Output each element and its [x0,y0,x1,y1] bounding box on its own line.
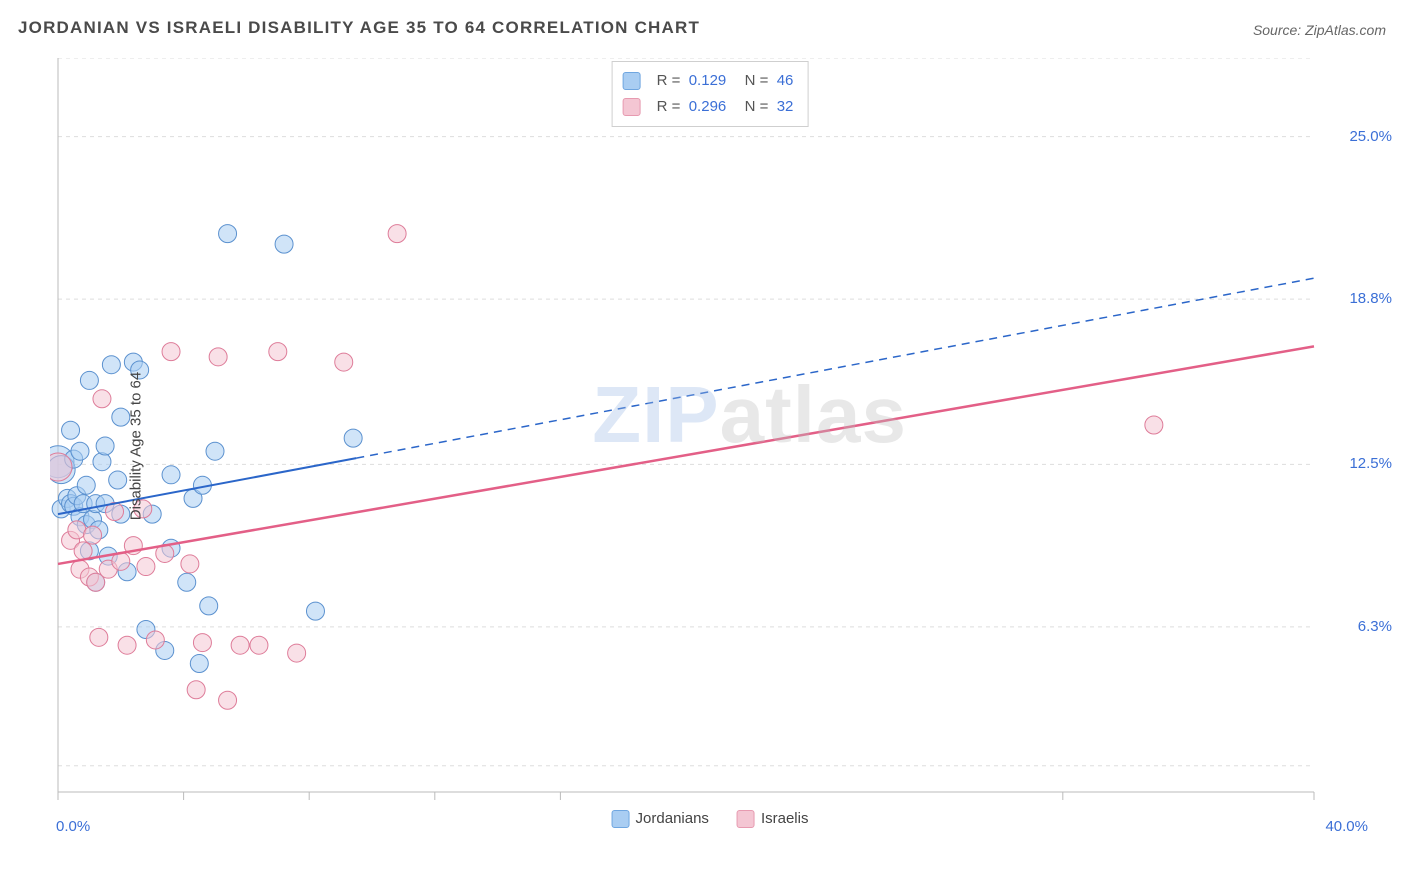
data-point [388,225,406,243]
legend-swatch [612,810,630,828]
legend-swatch [623,98,641,116]
source-citation: Source: ZipAtlas.com [1253,22,1386,38]
data-point [306,602,324,620]
legend-swatch [737,810,755,828]
y-tick-label: 6.3% [1358,618,1392,635]
legend-series: Jordanians Israelis [612,810,809,828]
legend-stat-r: R = 0.129 [657,68,727,94]
legend-stat-row: R = 0.296 N = 32 [623,94,794,120]
data-point [102,356,120,374]
legend-stat-n: N = 46 [736,68,793,94]
legend-label: Israelis [761,810,809,827]
data-point [1145,416,1163,434]
data-point [162,466,180,484]
data-point [187,681,205,699]
data-point [209,348,227,366]
data-point [118,636,136,654]
legend-item: Israelis [737,810,809,828]
data-point [219,225,237,243]
data-point [137,558,155,576]
data-point [344,429,362,447]
data-point [93,390,111,408]
data-point [74,542,92,560]
data-point [275,235,293,253]
legend-swatch [623,72,641,90]
data-point [71,442,89,460]
data-point [84,526,102,544]
data-point [250,636,268,654]
data-point [206,442,224,460]
data-point [90,628,108,646]
y-tick-label: 12.5% [1349,455,1392,472]
y-tick-label: 18.8% [1349,290,1392,307]
data-point [93,453,111,471]
legend-stat-row: R = 0.129 N = 46 [623,68,794,94]
data-point [80,371,98,389]
legend-item: Jordanians [612,810,709,828]
data-point [96,437,114,455]
data-point [288,644,306,662]
data-point [162,343,180,361]
legend-stat-n: N = 32 [736,94,793,120]
data-point [335,353,353,371]
data-point [181,555,199,573]
data-point [200,597,218,615]
data-point [190,655,208,673]
data-point [231,636,249,654]
y-axis-label: Disability Age 35 to 64 [128,372,145,520]
x-axis-min-label: 0.0% [56,818,90,835]
data-point [193,634,211,652]
y-tick-label: 25.0% [1349,128,1392,145]
data-point [178,573,196,591]
data-point [109,471,127,489]
legend-statistics: R = 0.129 N = 46R = 0.296 N = 32 [612,61,809,127]
x-axis-max-label: 40.0% [1325,818,1368,835]
data-point [62,421,80,439]
trend-line [58,346,1314,564]
legend-label: Jordanians [636,810,709,827]
trend-line-extrapolated [356,278,1314,458]
chart-title: JORDANIAN VS ISRAELI DISABILITY AGE 35 T… [18,18,700,38]
data-point [77,476,95,494]
chart-svg [50,58,1370,834]
data-point [146,631,164,649]
chart-area: Disability Age 35 to 64 ZIPatlas R = 0.1… [50,58,1370,834]
data-point [269,343,287,361]
data-point [219,691,237,709]
legend-stat-r: R = 0.296 [657,94,727,120]
